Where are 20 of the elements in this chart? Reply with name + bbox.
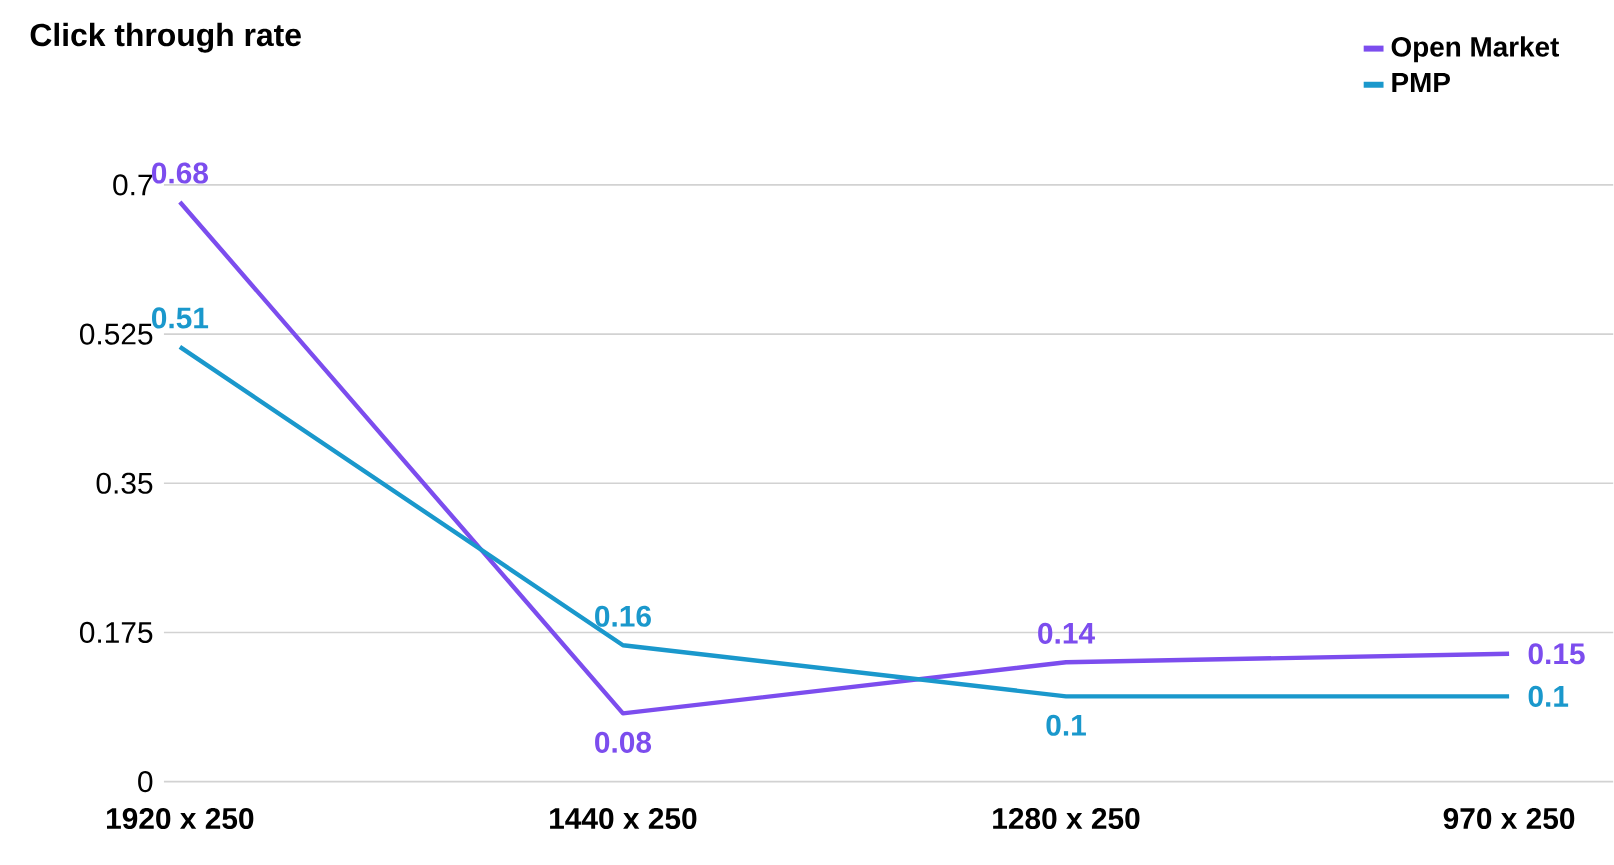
y-tick-label: 0.175 xyxy=(79,622,153,644)
x-tick-label: 1920 x 250 xyxy=(106,808,254,830)
y-tick-label: 0.7 xyxy=(113,174,153,196)
data-label: 0.15 xyxy=(1528,643,1585,665)
data-label: 0.51 xyxy=(151,307,209,329)
x-tick-label: 970 x 250 xyxy=(1443,808,1575,830)
data-label: 0.16 xyxy=(595,605,651,628)
y-tick-label: 0 xyxy=(138,771,153,793)
x-tick-label: 1280 x 250 xyxy=(993,808,1140,830)
legend-label: Open Market xyxy=(1391,36,1559,63)
y-tick-label: 0.525 xyxy=(79,323,153,345)
chart-title: Click through rate xyxy=(30,23,301,53)
data-label: 0.68 xyxy=(151,162,209,184)
y-tick-label: 0.35 xyxy=(96,472,153,495)
data-label: 0.1 xyxy=(1046,714,1086,737)
data-label: 0.08 xyxy=(595,731,652,754)
legend-label: PMP xyxy=(1392,73,1450,93)
data-label: 0.1 xyxy=(1528,686,1569,708)
data-label: 0.14 xyxy=(1038,622,1095,645)
x-tick-label: 1440 x 250 xyxy=(550,808,697,830)
